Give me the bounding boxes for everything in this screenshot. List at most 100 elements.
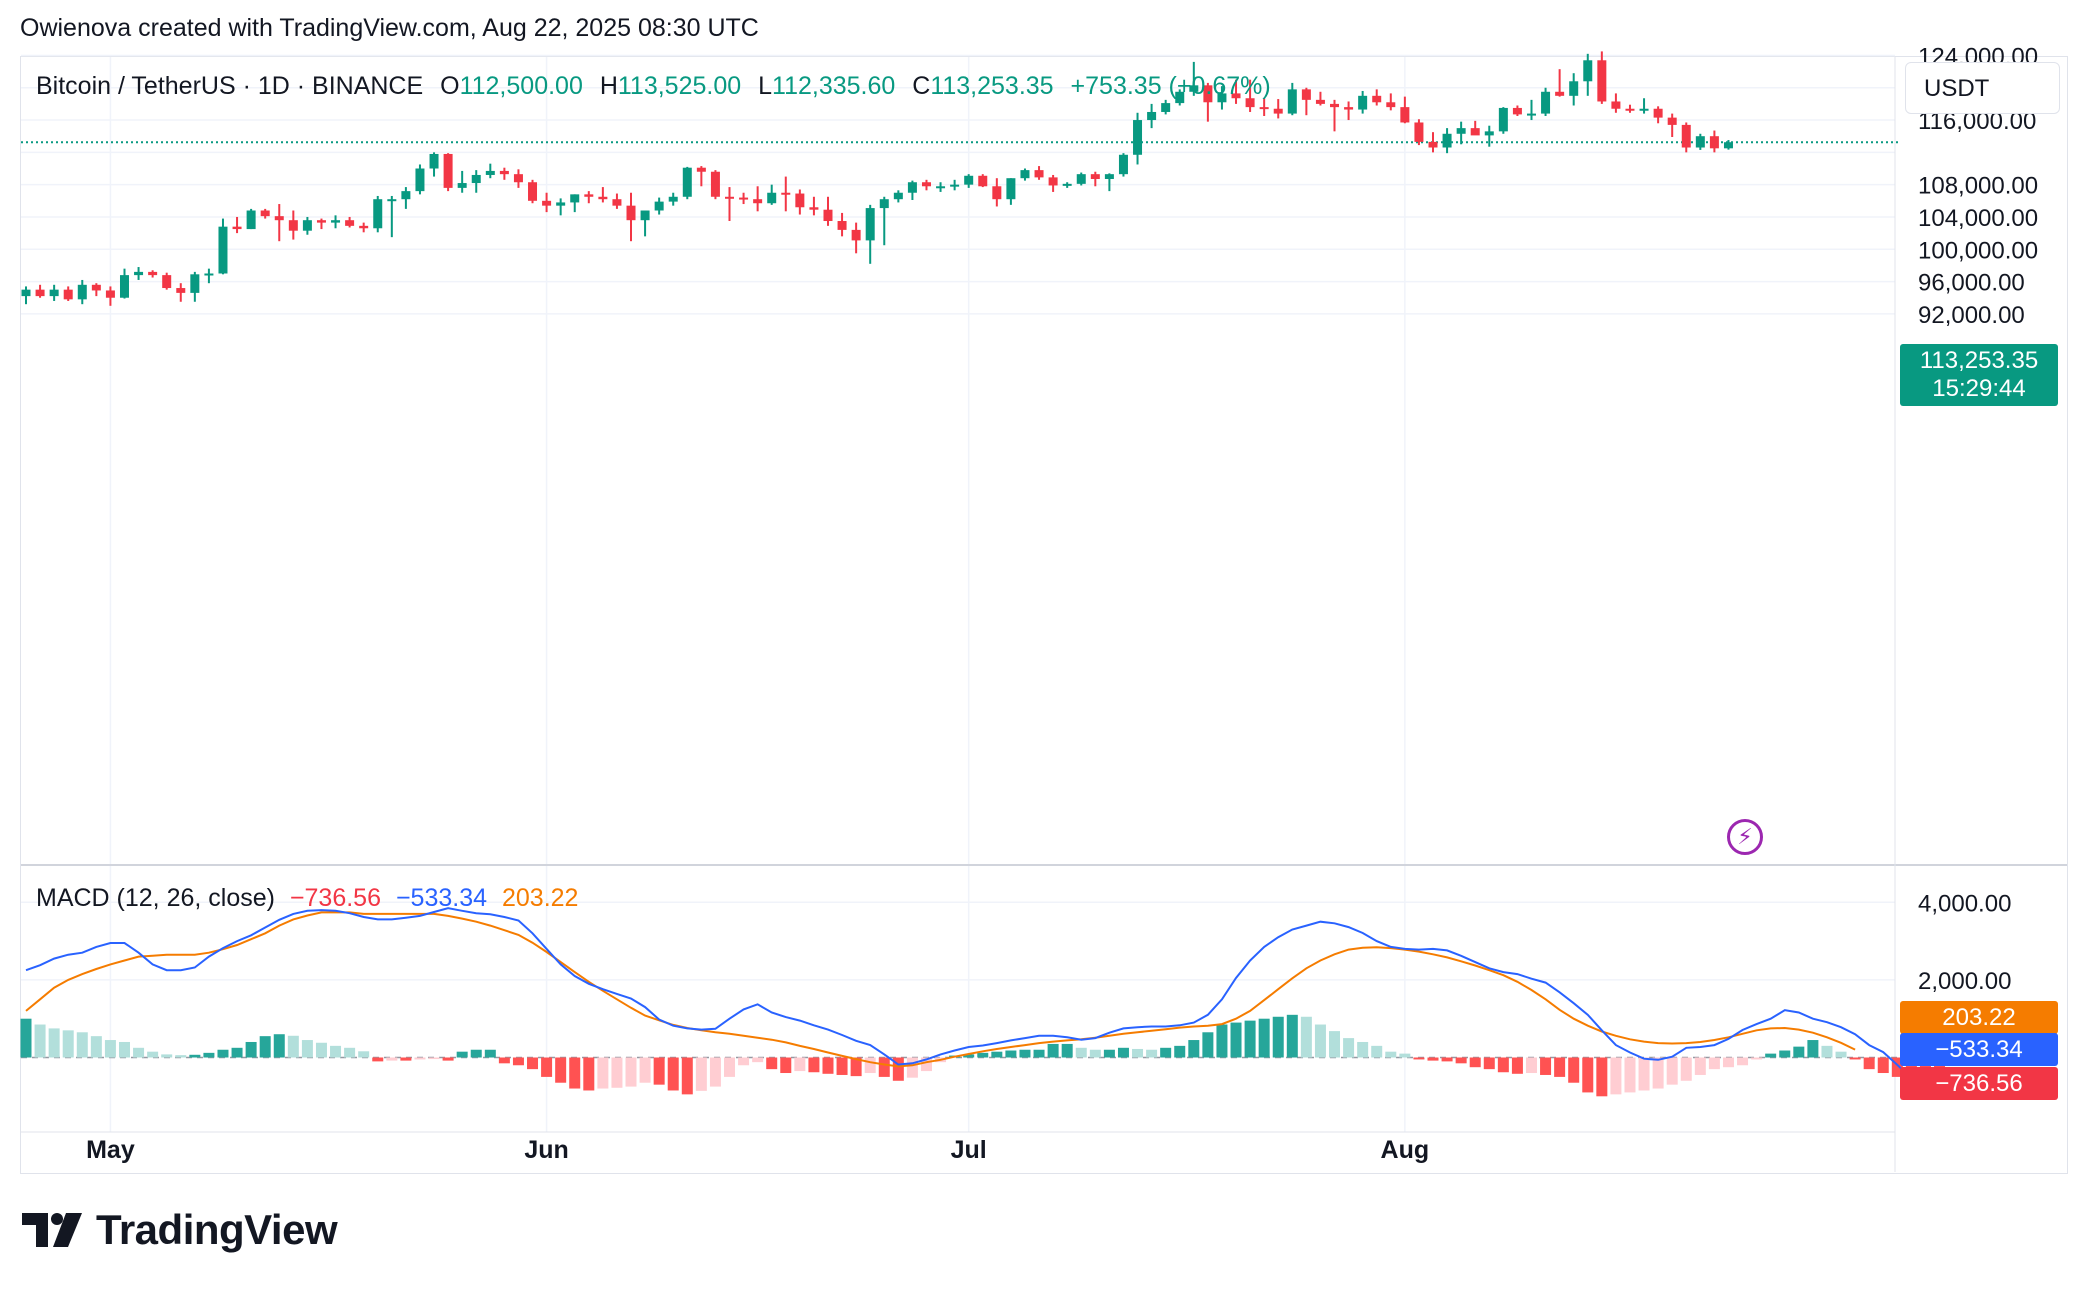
last-price-value: 113,253.35 (1919, 347, 2039, 374)
candle-body (584, 194, 594, 197)
macd-histogram-bar (1244, 1020, 1256, 1058)
candle-body (443, 153, 453, 188)
macd-histogram-bar (555, 1057, 567, 1083)
macd-histogram-bar (1005, 1050, 1017, 1058)
candle-body (148, 271, 158, 276)
candle-body (1301, 89, 1311, 100)
candle-body (837, 221, 847, 230)
macd-histogram-bar (653, 1057, 665, 1085)
candle-body (1315, 99, 1325, 104)
macd-histogram-bar (1737, 1057, 1749, 1066)
candle-body (1330, 103, 1340, 108)
macd-histogram-bar (625, 1057, 637, 1087)
macd-histogram-bar (822, 1057, 834, 1074)
high-label: H (599, 72, 618, 100)
macd-axis-label: 2,000.00 (1918, 968, 2011, 995)
macd-histogram-bar (189, 1054, 201, 1058)
close-value: 113,253.35 (930, 72, 1054, 100)
candle-body (1161, 103, 1171, 112)
candle-body (1344, 107, 1354, 110)
macd-histogram-bar (794, 1057, 806, 1072)
macd-histogram-bar (1357, 1041, 1369, 1058)
macd-histogram-bar (1103, 1049, 1115, 1058)
low-label: L (758, 72, 773, 100)
macd-line (25, 907, 1913, 1079)
macd-histogram-bar (133, 1047, 145, 1058)
macd-line-tag: −533.34 (1900, 1033, 2058, 1066)
candle-body (1625, 108, 1635, 111)
macd-histogram-bar (963, 1054, 975, 1058)
macd-histogram-bar (1863, 1057, 1875, 1070)
candle-body (1667, 117, 1677, 125)
macd-histogram-bar (1230, 1022, 1242, 1058)
macd-histogram-bar (217, 1049, 229, 1058)
macd-histogram-bar (541, 1057, 553, 1077)
macd-histogram-bar (1160, 1047, 1172, 1058)
candle-body (415, 168, 425, 192)
candle-body (767, 192, 777, 204)
macd-histogram-bar (20, 1018, 32, 1058)
open-value: 112,500.00 (459, 72, 583, 100)
macd-histogram-bar (1258, 1018, 1270, 1058)
tradingview-logo-text: TradingView (96, 1206, 338, 1253)
candle-body (21, 289, 31, 297)
macd-histogram-bar (456, 1051, 468, 1058)
macd-histogram-bar (1202, 1032, 1214, 1058)
macd-histogram-bar (372, 1057, 384, 1062)
candle-body (1175, 91, 1185, 104)
macd-histogram-bar (428, 1057, 440, 1060)
candle-body (795, 193, 805, 208)
macd-histogram-bar (231, 1047, 243, 1058)
macd-histogram-bar (583, 1057, 595, 1091)
candle-body (907, 182, 917, 193)
candle-body (992, 186, 1002, 200)
macd-histogram-bar (1413, 1057, 1425, 1060)
symbol-legend[interactable]: Bitcoin / TetherUS · 1D · BINANCE O112,5… (36, 72, 1271, 101)
candle-body (288, 220, 298, 231)
price-axis-label: 100,000.00 (1918, 237, 2038, 264)
low-value: 112,335.60 (772, 72, 896, 100)
candle-body (710, 171, 720, 197)
lightning-icon[interactable]: ⚡ (1727, 819, 1763, 855)
macd-signal-line (25, 911, 1856, 1068)
tradingview-logo[interactable]: TradingView (22, 1206, 338, 1253)
candle-body (190, 274, 200, 293)
candle-body (1245, 98, 1255, 108)
candle-body (1259, 107, 1269, 110)
candle-body (936, 186, 946, 189)
candle-body (119, 275, 129, 298)
candle-body (1034, 170, 1044, 178)
macd-histogram-bar (386, 1057, 398, 1061)
candle-body (204, 273, 214, 276)
macd-histogram-bar (1188, 1040, 1200, 1058)
macd-histogram-bar (1089, 1049, 1101, 1058)
candle-body (879, 199, 889, 209)
macd-histogram-bar (1132, 1048, 1144, 1058)
macd-histogram-bar (147, 1051, 159, 1058)
macd-histogram-bar (245, 1041, 257, 1058)
macd-histogram-bar (1399, 1053, 1411, 1058)
candle-body (49, 289, 59, 297)
macd-histogram-bar (512, 1057, 524, 1066)
candle-body (865, 208, 875, 241)
macd-signal-tag: 203.22 (1900, 1001, 2058, 1034)
currency-selector[interactable]: USDT (1905, 62, 2060, 114)
candle-body (373, 199, 383, 229)
macd-histogram-bar (766, 1057, 778, 1070)
candle-body (331, 220, 341, 223)
candle-body (1597, 60, 1607, 102)
macd-histogram-bar (203, 1052, 215, 1058)
candle-body (612, 199, 622, 206)
macd-signal-value: 203.22 (501, 884, 579, 912)
candle-body (1118, 154, 1128, 175)
macd-legend[interactable]: MACD (12, 26, close) −736.56 −533.34 203… (36, 884, 578, 913)
candle-body (1555, 91, 1565, 96)
macd-histogram-bar (920, 1057, 932, 1072)
candle-body (218, 226, 228, 274)
candle-body (457, 183, 467, 188)
macd-histogram-bar (1329, 1031, 1341, 1058)
macd-histogram-bar (1174, 1045, 1186, 1058)
macd-histogram-bar (681, 1057, 693, 1095)
macd-histogram-bar (1371, 1045, 1383, 1058)
